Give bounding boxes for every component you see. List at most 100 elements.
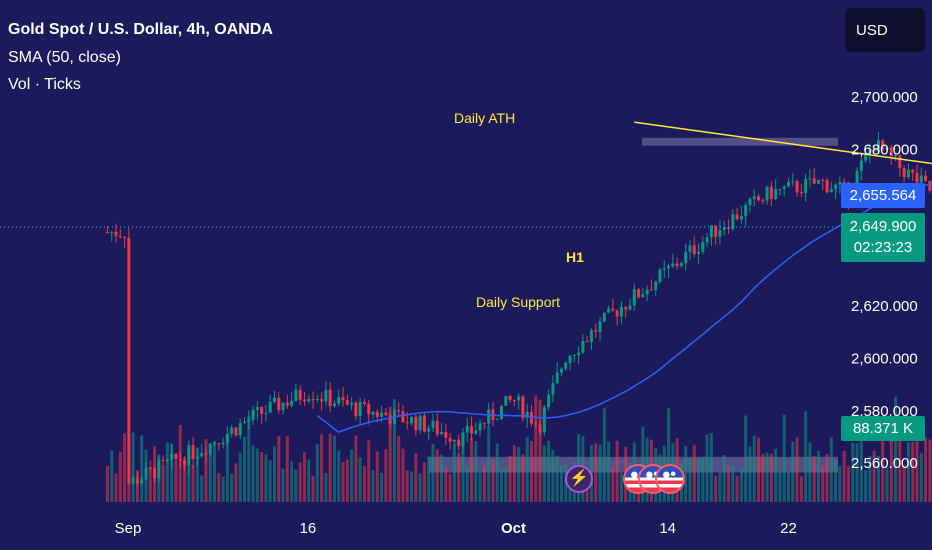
candle-body [431,421,435,429]
volume-bar [238,452,242,502]
volume-bar [774,448,778,502]
volume-bar [846,465,850,502]
candle-body [564,362,568,369]
time-tick-label: 22 [780,520,797,537]
volume-bar [208,455,212,502]
candle-body [525,411,529,418]
candle-body [508,396,512,400]
volume-value-tag: 88.371 K [841,416,925,441]
candle-body [260,407,264,414]
volume-bar [915,436,919,502]
volume-bar [517,447,521,502]
volume-bar [110,450,114,502]
volume-bar [607,441,611,502]
volume-bar [127,458,131,502]
volume-bar [362,466,366,502]
volume-bar [461,442,465,502]
volume-bar [140,435,144,502]
candle-body [628,305,632,310]
volume-bar [555,455,559,502]
volume-bar [153,446,157,502]
candle-body [362,402,366,404]
candle-body [915,172,919,183]
candle-body [551,383,555,395]
candle-body [114,231,118,236]
candle-body [457,439,461,446]
candle-body [692,245,696,255]
chart-title[interactable]: Gold Spot / U.S. Dollar, 4h, OANDA [8,21,273,38]
time-tick-label: 16 [300,520,317,537]
candle-body [825,180,829,193]
candle-body [517,396,521,401]
candle-body [778,188,782,190]
candle-body [769,186,773,200]
volume-bar [371,469,375,502]
price-tick-label: 2,680.000 [851,141,918,158]
lightning-icon[interactable]: ⚡ [565,465,593,493]
volume-bar [692,445,696,502]
candle-body [315,398,319,401]
volume-bar [195,447,199,502]
volume-bar [174,460,178,502]
volume-bar [414,453,418,502]
volume-bar [123,433,127,502]
sma-legend[interactable]: SMA (50, close) [8,49,121,66]
volume-bar [735,475,739,502]
candle-body [799,192,803,194]
volume-bar [311,475,315,502]
candle-body [816,180,820,184]
candle-body [350,402,354,405]
volume-bar [281,468,285,502]
candle-body [714,225,718,237]
volume-bar [191,465,195,502]
volume-bar [157,454,161,502]
candle-body [277,397,281,411]
volume-bar [474,441,478,502]
volume-bar [380,472,384,502]
volume-bar [667,408,671,502]
candle-body [174,453,178,460]
volume-bar [277,436,281,502]
volume-bar [268,460,272,502]
candle-body [337,397,341,404]
volume-bar [782,414,786,502]
currency-button[interactable]: USD [845,8,925,52]
candle-body [268,401,272,413]
candle-body [410,416,414,424]
us-flag-icon[interactable] [655,464,685,494]
candle-body [200,452,204,457]
volume-bar [705,434,709,502]
candle-body [821,180,825,182]
volume-bar [302,452,306,502]
volume-bar [213,441,217,502]
volume-bar [187,450,191,502]
volume-bar [889,440,893,502]
candle-body [718,229,722,237]
candle-body [585,341,589,343]
volume-bar [427,456,431,502]
volume-bar [118,451,122,502]
candle-body [855,170,859,191]
volume-bar [440,454,444,502]
candle-body [500,405,504,420]
volume-bar [367,440,371,502]
volume-bar [512,445,516,502]
candle-body [230,427,234,434]
volume-bar [688,458,692,502]
candle-body [902,167,906,178]
volume-bar [307,459,311,502]
candle-body [422,415,426,432]
candle-body [427,428,431,432]
candle-body [127,237,131,484]
candle-body [105,231,109,233]
candle-body [474,430,478,434]
volume-legend[interactable]: Vol · Ticks [8,76,81,93]
volume-bar [598,444,602,502]
volume-bar [757,437,761,502]
candle-body [752,196,756,199]
volume-bar [324,473,328,502]
volume-bar [290,461,294,502]
candle-body [735,214,739,220]
volume-bar [315,444,319,502]
